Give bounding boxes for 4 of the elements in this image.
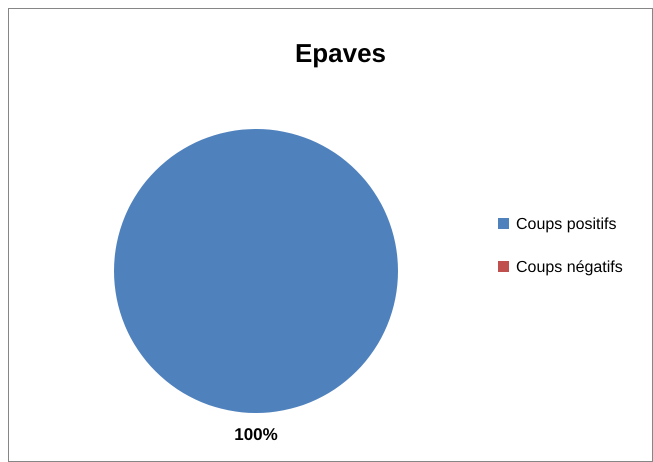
legend-label: Coups positifs bbox=[516, 216, 616, 233]
legend-label: Coups négatifs bbox=[516, 259, 623, 276]
chart-title: Epaves bbox=[294, 38, 386, 68]
data-label: 100% bbox=[234, 425, 278, 444]
